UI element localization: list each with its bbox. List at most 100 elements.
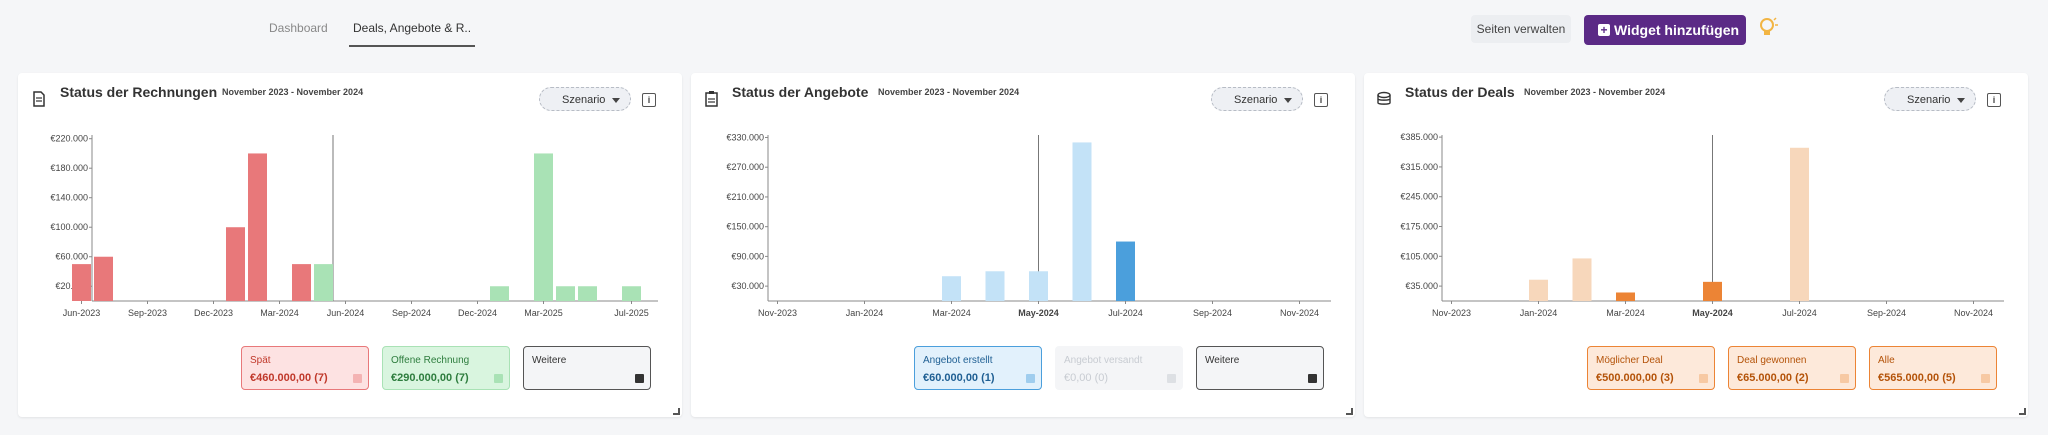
legend-name: Möglicher Deal (1596, 355, 1663, 366)
scenario-select[interactable]: Szenario (1211, 87, 1303, 111)
add-widget-label: Widget hinzufügen (1614, 22, 1740, 38)
legend-value: €565.000,00 (5) (1878, 372, 1956, 384)
x-tick-label: Jan-2024 (846, 308, 884, 318)
tab-dashboard[interactable]: Dashboard (269, 21, 328, 35)
bar (1572, 258, 1592, 301)
manage-pages-button[interactable]: Seiten verwalten (1471, 15, 1571, 43)
legend-value: €60.000,00 (1) (923, 372, 995, 384)
chevron-down-icon (612, 98, 620, 103)
y-tick-label: €245.000 (1400, 192, 1438, 202)
info-icon[interactable]: i (1314, 93, 1328, 107)
y-tick-label: €315.000 (1400, 162, 1438, 172)
lightbulb-icon[interactable] (1758, 16, 1778, 40)
resize-handle[interactable] (2019, 408, 2026, 415)
bar (292, 264, 311, 301)
expand-icon (1026, 374, 1035, 383)
date-range: November 2023 - November 2024 (222, 87, 364, 97)
scenario-label: Szenario (1234, 94, 1278, 106)
info-icon[interactable]: i (1987, 93, 2001, 107)
x-tick-label: Mar-2024 (260, 308, 299, 318)
legend-value: €500.000,00 (3) (1596, 372, 1674, 384)
y-tick-label: €330.000 (726, 132, 764, 142)
bar (248, 153, 267, 301)
clipboard-icon (705, 91, 718, 107)
legend-value: €65.000,00 (2) (1737, 372, 1809, 384)
bar (1529, 279, 1548, 301)
resize-handle[interactable] (673, 408, 680, 415)
legend-deal-won[interactable]: Deal gewonnen €65.000,00 (2) (1728, 346, 1856, 390)
legend-name: Alle (1878, 355, 1895, 366)
bar (985, 271, 1005, 301)
card-title: Status der Angebote (732, 84, 869, 100)
x-tick-label: Sep-2024 (1867, 308, 1906, 318)
y-tick-label: €140.000 (50, 193, 88, 203)
x-tick-label: May-2024 (1018, 308, 1059, 318)
legend-offer-created[interactable]: Angebot erstellt €60.000,00 (1) (914, 346, 1042, 390)
x-tick-label: May-2024 (1692, 308, 1733, 318)
coins-icon (1377, 91, 1391, 105)
legend-offer-sent[interactable]: Angebot versandt €0,00 (0) (1055, 346, 1183, 390)
info-icon[interactable]: i (642, 93, 656, 107)
legend-value: €0,00 (0) (1064, 372, 1109, 384)
bar (556, 286, 575, 301)
chevron-down-icon (1284, 98, 1292, 103)
bar (1116, 241, 1135, 301)
add-widget-button[interactable]: + Widget hinzufügen (1584, 15, 1746, 45)
x-tick-label: Nov-2024 (1280, 308, 1319, 318)
legend-open-invoice[interactable]: Offene Rechnung €290.000,00 (7) (382, 346, 510, 390)
y-tick-label: €35.000 (1405, 281, 1438, 291)
x-tick-label: Jun-2023 (63, 308, 101, 318)
bar (226, 227, 245, 301)
bar (490, 286, 509, 301)
collapse-icon (1308, 374, 1317, 383)
card-deals: Status der Deals November 2023 - Novembe… (1364, 73, 2028, 417)
bar (1790, 147, 1809, 301)
bar (942, 276, 961, 301)
y-tick-label: €100.000 (50, 222, 88, 232)
legend-all[interactable]: Alle €565.000,00 (5) (1869, 346, 1997, 390)
legend-possible-deal[interactable]: Möglicher Deal €500.000,00 (3) (1587, 346, 1715, 390)
x-tick-label: Sep-2024 (1193, 308, 1232, 318)
date-range: November 2023 - November 2024 (1524, 87, 1666, 97)
x-tick-label: Nov-2024 (1954, 308, 1993, 318)
y-tick-label: €210.000 (726, 192, 764, 202)
expand-icon (353, 374, 362, 383)
expand-icon (1167, 374, 1176, 383)
tab-deals-angebote[interactable]: Deals, Angebote & R.. (349, 21, 476, 47)
legend-name: Weitere (1205, 355, 1240, 366)
chevron-down-icon (1957, 98, 1965, 103)
x-tick-label: Mar-2024 (1606, 308, 1645, 318)
legend-more[interactable]: Weitere (1196, 346, 1324, 390)
scenario-label: Szenario (562, 94, 606, 106)
card-title: Status der Rechnungen (60, 84, 218, 100)
legend-name: Spät (250, 355, 271, 366)
expand-icon (1981, 374, 1990, 383)
resize-handle[interactable] (1346, 408, 1353, 415)
bar (622, 286, 641, 301)
scenario-select[interactable]: Szenario (1884, 87, 1976, 111)
bar (314, 264, 333, 301)
legend-more[interactable]: Weitere (523, 346, 651, 390)
expand-icon (494, 374, 503, 383)
legend-name: Deal gewonnen (1737, 355, 1807, 366)
y-tick-label: €180.000 (50, 163, 88, 173)
expand-icon (1699, 374, 1708, 383)
scenario-label: Szenario (1907, 94, 1951, 106)
date-range: November 2023 - November 2024 (878, 87, 1020, 97)
y-tick-label: €105.000 (1400, 251, 1438, 261)
bar (1072, 142, 1092, 301)
x-tick-label: Jul-2025 (614, 308, 649, 318)
offers-chart: €330.000 €270.000 €210.000 €150.000 €90.000 €… (726, 132, 1331, 318)
y-tick-label: €385.000 (1400, 132, 1438, 142)
legend-name: Angebot versandt (1064, 355, 1143, 366)
bar (72, 264, 91, 301)
x-tick-label: Sep-2024 (392, 308, 431, 318)
x-tick-label: Nov-2023 (1432, 308, 1471, 318)
y-tick-label: €20.000 (55, 281, 88, 291)
scenario-select[interactable]: Szenario (539, 87, 631, 111)
y-tick-label: €270.000 (726, 162, 764, 172)
plus-icon: + (1598, 24, 1610, 36)
top-bar: Dashboard Deals, Angebote & R.. Seiten v… (0, 0, 2048, 60)
legend-late[interactable]: Spät €460.000,00 (7) (241, 346, 369, 390)
x-tick-label: Jun-2024 (327, 308, 365, 318)
